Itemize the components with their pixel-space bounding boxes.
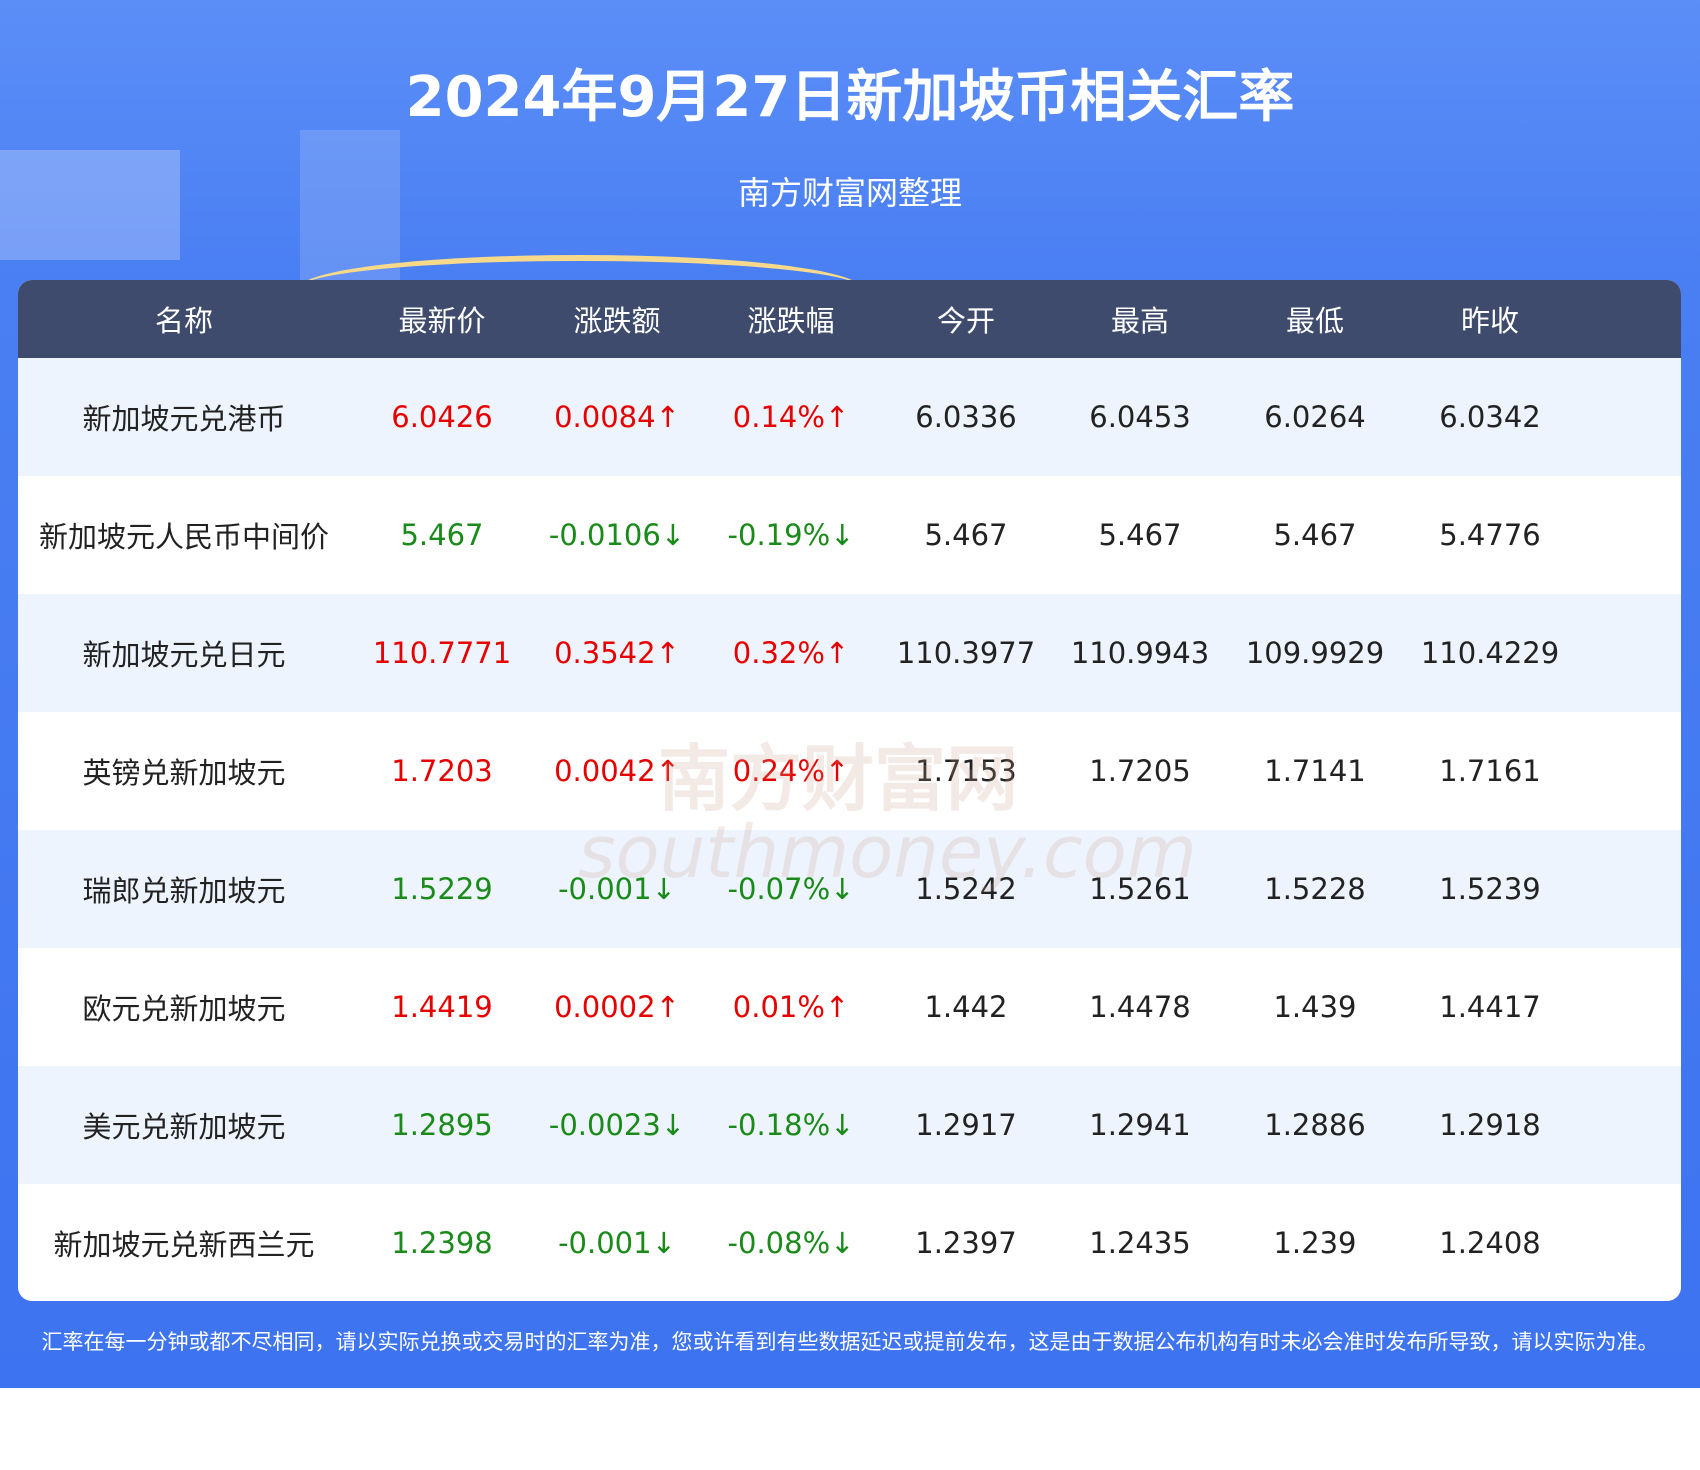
decoration <box>0 150 180 260</box>
header-cell: 涨跌幅 <box>747 304 835 338</box>
value-cell: 0.0002↑ <box>554 990 680 1024</box>
value-cell: 1.7203 <box>391 754 493 788</box>
value-cell: -0.0023↓ <box>548 1108 686 1142</box>
value-cell: 110.4229 <box>1420 636 1560 670</box>
value-cell: -0.001↓ <box>558 872 676 906</box>
value-cell: 1.2886 <box>1264 1108 1366 1142</box>
value-cell: 6.0336 <box>915 400 1017 434</box>
title: 2024年9月27日新加坡币相关汇率 <box>405 65 1295 130</box>
banner: 2024年9月27日新加坡币相关汇率 南方财富网整理 名称 最新价 涨跌额 涨跌幅 今开… <box>0 0 1700 1388</box>
header-cell: 昨收 <box>1460 304 1519 338</box>
value-cell: 1.7161 <box>1439 754 1541 788</box>
header-cell: 最高 <box>1110 304 1169 338</box>
header-cell: 名称 <box>154 304 213 338</box>
value-cell: 0.32%↑ <box>732 636 850 670</box>
header-cell: 今开 <box>936 304 995 338</box>
value-cell: -0.07%↓ <box>727 872 855 906</box>
value-cell: 5.467 <box>1098 518 1182 552</box>
value-cell: 1.439 <box>1273 990 1357 1024</box>
value-cell: 1.2435 <box>1089 1226 1191 1260</box>
value-cell: 0.0084↑ <box>554 400 680 434</box>
value-cell: 6.0453 <box>1089 400 1191 434</box>
value-cell: 1.2941 <box>1089 1108 1191 1142</box>
value-cell: 1.7153 <box>915 754 1017 788</box>
name-cell: 美元兑新加坡元 <box>82 1110 286 1144</box>
header-cell: 涨跌额 <box>573 304 661 338</box>
name-cell: 瑞郎兑新加坡元 <box>82 874 286 908</box>
value-cell: 5.467 <box>924 518 1008 552</box>
table-row: 新加坡元兑港币 6.0426 0.0084↑ 0.14%↑ 6.0336 6.0453 6.… <box>18 358 1681 476</box>
value-cell: 5.4776 <box>1439 518 1541 552</box>
value-cell: 1.442 <box>924 990 1008 1024</box>
name-cell: 新加坡元兑新西兰元 <box>53 1228 315 1262</box>
name-cell: 新加坡元兑港币 <box>82 402 286 436</box>
value-cell: 5.467 <box>400 518 484 552</box>
value-cell: 0.3542↑ <box>554 636 680 670</box>
value-cell: 1.2895 <box>391 1108 493 1142</box>
value-cell: 6.0342 <box>1439 400 1541 434</box>
header-row: 名称 最新价 涨跌额 涨跌幅 今开 最高 最低 昨收 <box>18 280 1681 358</box>
value-cell: 1.5261 <box>1089 872 1191 906</box>
name-cell: 欧元兑新加坡元 <box>82 992 286 1026</box>
value-cell: 1.4478 <box>1089 990 1191 1024</box>
table-row: 新加坡元人民币中间价 5.467 -0.0106↓ -0.19%↓ 5.467 5.467… <box>18 476 1681 594</box>
value-cell: 6.0426 <box>391 400 493 434</box>
value-cell: 109.9929 <box>1245 636 1385 670</box>
footer-note: 汇率在每一分钟或都不尽相同，请以实际兑换或交易时的汇率为准，您或许看到有些数据延… <box>41 1330 1659 1354</box>
value-cell: 1.4419 <box>391 990 493 1024</box>
decoration <box>300 255 860 321</box>
value-cell: -0.19%↓ <box>727 518 855 552</box>
table-row: 欧元兑新加坡元 1.4419 0.0002↑ 0.01%↑ 1.442 1.4478 1.4… <box>18 948 1681 1066</box>
name-cell: 新加坡元人民币中间价 <box>38 520 329 554</box>
value-cell: 1.5242 <box>915 872 1017 906</box>
value-cell: 0.24%↑ <box>732 754 850 788</box>
value-cell: 110.7771 <box>372 636 512 670</box>
table-row: 新加坡元兑新西兰元 1.2398 -0.001↓ -0.08%↓ 1.2397 1.243… <box>18 1184 1681 1301</box>
value-cell: 1.239 <box>1273 1226 1357 1260</box>
value-cell: 0.14%↑ <box>732 400 850 434</box>
value-cell: 5.467 <box>1273 518 1357 552</box>
table-row: 英镑兑新加坡元 1.7203 0.0042↑ 0.24%↑ 1.7153 1.7205 1.… <box>18 712 1681 830</box>
value-cell: -0.001↓ <box>558 1226 676 1260</box>
value-cell: 0.01%↑ <box>732 990 850 1024</box>
value-cell: 6.0264 <box>1264 400 1366 434</box>
table-row: 新加坡元兑日元 110.7771 0.3542↑ 0.32%↑ 110.3977 110.… <box>18 594 1681 712</box>
value-cell: 0.0042↑ <box>554 754 680 788</box>
value-cell: 1.4417 <box>1439 990 1541 1024</box>
value-cell: 1.5228 <box>1264 872 1366 906</box>
value-cell: 1.2918 <box>1439 1108 1541 1142</box>
value-cell: 1.2408 <box>1439 1226 1541 1260</box>
value-cell: -0.18%↓ <box>727 1108 855 1142</box>
rate-table: 名称 最新价 涨跌额 涨跌幅 今开 最高 最低 昨收新加坡元兑港币 6.0426 0.0084↑ 0… <box>18 280 1681 1301</box>
value-cell: -0.08%↓ <box>727 1226 855 1260</box>
value-cell: 110.3977 <box>896 636 1036 670</box>
table-row: 美元兑新加坡元 1.2895 -0.0023↓ -0.18%↓ 1.2917 1.2941… <box>18 1066 1681 1184</box>
name-cell: 新加坡元兑日元 <box>82 638 286 672</box>
value-cell: -0.0106↓ <box>548 518 686 552</box>
decoration <box>300 130 400 280</box>
value-cell: 1.7205 <box>1089 754 1191 788</box>
value-cell: 1.2398 <box>391 1226 493 1260</box>
header-cell: 最低 <box>1285 304 1344 338</box>
subtitle: 南方财富网整理 <box>737 174 962 212</box>
value-cell: 1.7141 <box>1264 754 1366 788</box>
value-cell: 110.9943 <box>1070 636 1210 670</box>
table-row: 瑞郎兑新加坡元 1.5229 -0.001↓ -0.07%↓ 1.5242 1.5261 1… <box>18 830 1681 948</box>
value-cell: 1.5239 <box>1439 872 1541 906</box>
name-cell: 英镑兑新加坡元 <box>82 756 286 790</box>
value-cell: 1.5229 <box>391 872 493 906</box>
header-cell: 最新价 <box>398 304 486 338</box>
value-cell: 1.2397 <box>915 1226 1017 1260</box>
value-cell: 1.2917 <box>915 1108 1017 1142</box>
